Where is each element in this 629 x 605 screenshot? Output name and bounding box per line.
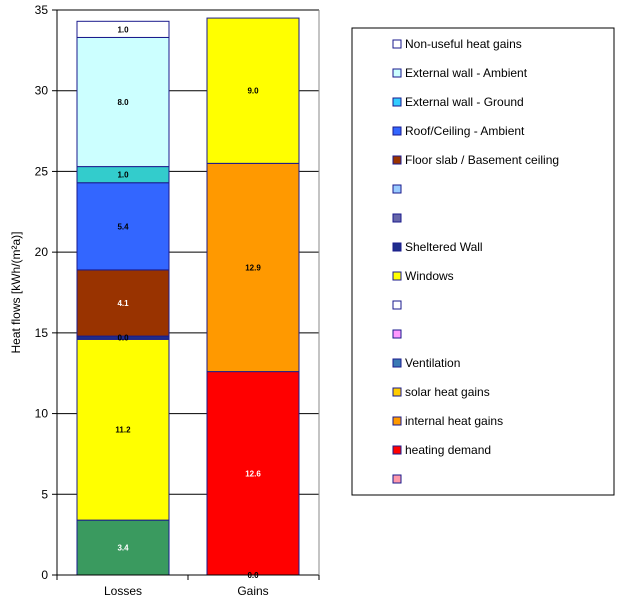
legend-swatch-15 (392, 474, 402, 484)
bar-segment-gains-11 (206, 17, 300, 164)
legend-swatch-1 (392, 68, 402, 78)
legend-swatch-4 (392, 155, 402, 165)
bar-segment-gains-10 (206, 162, 300, 373)
legend-label-0: Non-useful heat gains (405, 37, 522, 51)
legend-swatch-2 (392, 97, 402, 107)
y-tick-label-35: 35 (35, 3, 49, 17)
data-label-gains-10: 12.9 (245, 263, 261, 272)
data-label-losses-3: 0.0 (117, 334, 129, 343)
legend-label-1: External wall - Ambient (405, 66, 528, 80)
legend-label-11: Ventilation (405, 356, 460, 370)
legend-swatch-13 (392, 416, 402, 426)
y-tick-label-25: 25 (35, 164, 49, 178)
legend-swatch-3 (392, 126, 402, 136)
bar-segment-losses-7 (76, 36, 170, 168)
axes: 0 5 10 15 20 25 30 35 Losses Gains (35, 3, 320, 598)
bar-segment-losses-4 (76, 269, 170, 337)
data-labels: 3.4 11.2 0.0 4.1 5.4 1.0 8.0 1.0 12.6 12.9 9.0 0.0 (115, 25, 261, 580)
bar-segment-gains-9 (206, 371, 300, 576)
legend-label-13: internal heat gains (405, 414, 503, 428)
legend-label-7: Sheltered Wall (405, 240, 483, 254)
legend-swatch-9 (392, 300, 402, 310)
legend-swatch-8 (392, 271, 402, 281)
legend-label-14: heating demand (405, 443, 491, 457)
data-label-gains-11: 9.0 (247, 87, 259, 96)
legend-label-12: solar heat gains (405, 385, 490, 399)
legend-label-3: Roof/Ceiling - Ambient (405, 124, 525, 138)
y-tick-label-20: 20 (35, 245, 49, 259)
legend-swatch-12 (392, 387, 402, 397)
legend-swatch-0 (392, 39, 402, 49)
y-tick-label-0: 0 (41, 568, 48, 582)
legend-swatch-11 (392, 358, 402, 368)
legend-label-8: Windows (405, 269, 454, 283)
data-label-losses-6: 1.0 (117, 171, 129, 180)
legend-label-2: External wall - Ground (405, 95, 524, 109)
legend: Non-useful heat gains External wall - Amb… (351, 27, 615, 496)
bar-segment-losses-5 (76, 182, 170, 271)
data-label-losses-5: 5.4 (117, 222, 129, 231)
bar-segment-losses-8 (76, 20, 170, 38)
data-label-losses-2: 11.2 (115, 426, 131, 435)
data-label-extra-0: 0.0 (247, 571, 259, 580)
y-axis-label: Heat flows [kWh/(m²a)] (9, 231, 23, 353)
y-tick-label-5: 5 (41, 487, 48, 501)
data-label-losses-4: 4.1 (117, 299, 129, 308)
legend-swatch-5 (392, 184, 402, 194)
legend-swatch-14 (392, 445, 402, 455)
bars (76, 17, 300, 576)
y-tick-label-30: 30 (35, 84, 49, 98)
y-tick-label-10: 10 (35, 407, 49, 421)
data-label-gains-9: 12.6 (245, 469, 261, 478)
data-label-losses-8: 1.0 (117, 25, 129, 34)
x-tick-label-gains: Gains (237, 584, 268, 598)
data-label-losses-7: 8.0 (117, 98, 129, 107)
legend-swatch-6 (392, 213, 402, 223)
legend-swatch-7 (392, 242, 402, 252)
data-label-losses-0: 3.4 (117, 544, 129, 553)
x-tick-label-losses: Losses (104, 584, 142, 598)
legend-label-4: Floor slab / Basement ceiling (405, 153, 559, 167)
bar-segment-losses-2 (76, 338, 170, 521)
y-tick-label-15: 15 (35, 326, 49, 340)
legend-swatch-10 (392, 329, 402, 339)
